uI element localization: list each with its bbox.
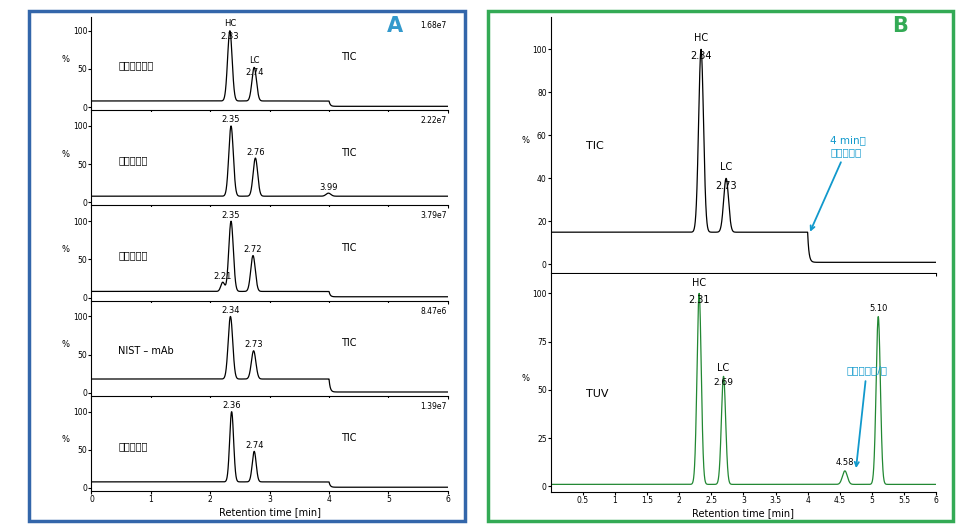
Text: TIC: TIC	[341, 53, 356, 62]
X-axis label: Retention time [min]: Retention time [min]	[219, 507, 321, 517]
Text: 2.31: 2.31	[689, 295, 710, 305]
Text: 2.69: 2.69	[714, 378, 734, 387]
Text: LC: LC	[249, 56, 259, 65]
Text: 西妥普单抵: 西妥普单抵	[118, 441, 147, 451]
Text: 2.76: 2.76	[247, 147, 265, 156]
Text: LC: LC	[717, 362, 730, 372]
Text: 2.74: 2.74	[245, 68, 264, 77]
Text: 2.35: 2.35	[221, 211, 241, 220]
Text: 1.68e7: 1.68e7	[421, 21, 447, 30]
X-axis label: Retention time [min]: Retention time [min]	[692, 508, 794, 518]
Text: 2.73: 2.73	[245, 340, 263, 349]
Text: A: A	[387, 16, 403, 36]
Y-axis label: %: %	[521, 374, 530, 383]
Text: 8.47e6: 8.47e6	[420, 306, 447, 315]
Text: 5.10: 5.10	[869, 304, 888, 313]
Text: 英夫利普单抵: 英夫利普单抵	[118, 60, 153, 70]
Text: 2.34: 2.34	[690, 52, 712, 62]
Text: 样品缓冲液/盐: 样品缓冲液/盐	[846, 365, 887, 466]
Text: TUV: TUV	[586, 389, 609, 398]
Text: 3.79e7: 3.79e7	[420, 211, 447, 220]
Text: 3.99: 3.99	[319, 182, 338, 192]
Text: TIC: TIC	[586, 141, 604, 151]
Text: 2.21: 2.21	[214, 272, 232, 281]
Text: 2.73: 2.73	[716, 180, 737, 190]
Text: 曲妥珠单抵: 曲妥珠单抵	[118, 251, 147, 261]
Text: 2.35: 2.35	[221, 115, 241, 124]
Text: HC: HC	[694, 33, 708, 43]
Text: 4.58: 4.58	[836, 458, 854, 467]
Text: TIC: TIC	[341, 434, 356, 443]
Text: 2.72: 2.72	[244, 245, 262, 254]
Text: 2.22e7: 2.22e7	[421, 116, 447, 125]
Text: 2.36: 2.36	[222, 401, 241, 410]
Y-axis label: %: %	[62, 55, 70, 64]
Y-axis label: %: %	[62, 245, 70, 254]
Text: HC: HC	[223, 20, 236, 29]
Text: 利妥普单抵: 利妥普单抵	[118, 155, 147, 165]
Text: TIC: TIC	[341, 243, 356, 253]
Text: B: B	[893, 16, 908, 36]
Text: 2.34: 2.34	[221, 306, 240, 315]
Y-axis label: %: %	[521, 136, 530, 145]
Text: 2.33: 2.33	[221, 31, 239, 40]
Text: HC: HC	[692, 278, 706, 288]
Y-axis label: %: %	[62, 150, 70, 159]
Y-axis label: %: %	[62, 340, 70, 349]
Text: NIST – mAb: NIST – mAb	[118, 346, 174, 356]
Text: TIC: TIC	[341, 338, 356, 348]
Y-axis label: %: %	[62, 436, 70, 445]
Text: LC: LC	[720, 162, 732, 172]
Text: TIC: TIC	[341, 148, 356, 157]
Text: 4 min时
切换至废液: 4 min时 切换至废液	[811, 135, 866, 230]
Text: 2.74: 2.74	[245, 441, 264, 450]
Text: 1.39e7: 1.39e7	[420, 402, 447, 411]
